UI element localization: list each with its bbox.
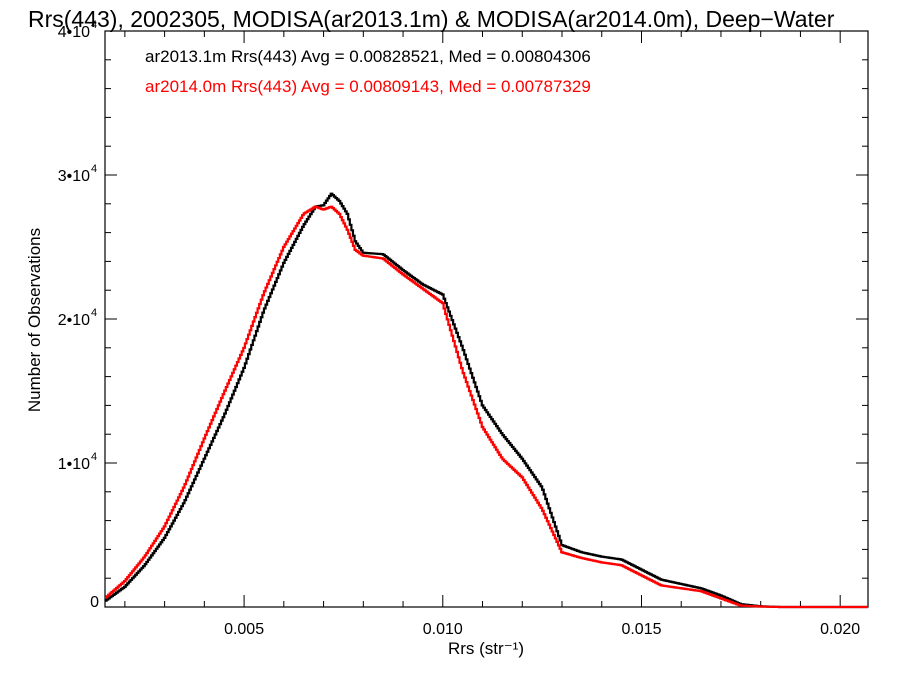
x-tick-label: 0.020 — [820, 621, 860, 638]
y-tick-label-exponent: 4 — [91, 307, 97, 319]
y-tick-label: 2•10 — [58, 312, 90, 329]
x-tick-labels: 0.005 0.010 0.015 0.020 — [224, 621, 860, 638]
y-tick-label: 1•10 — [58, 456, 90, 473]
x-axis-label: Rrs (str⁻¹) — [448, 639, 524, 658]
x-tick-label: 0.005 — [224, 621, 264, 638]
legend-annotation-ar2013: ar2013.1m Rrs(443) Avg = 0.00828521, Med… — [145, 47, 591, 66]
series-line-ar2014-0m — [105, 205, 868, 609]
y-axis-label: Number of Observations — [25, 228, 44, 412]
x-tick-label: 0.010 — [423, 621, 463, 638]
axis-ticks — [105, 30, 868, 608]
y-tick-labels: 01•10 42•10 43•10 44•10 4 — [58, 19, 99, 611]
y-tick-label-exponent: 4 — [91, 451, 97, 463]
y-tick-label: 4•10 — [58, 24, 90, 41]
x-tick-label: 0.015 — [621, 621, 661, 638]
y-tick-label: 3•10 — [58, 168, 90, 185]
y-tick-label: 0 — [90, 594, 99, 611]
y-tick-label-exponent: 4 — [91, 19, 97, 31]
series-line-ar2013-1m — [105, 192, 868, 609]
plot-frame — [104, 30, 869, 608]
legend-annotation-ar2014: ar2014.0m Rrs(443) Avg = 0.00809143, Med… — [145, 77, 591, 96]
y-tick-label-exponent: 4 — [91, 163, 97, 175]
chart-title: Rrs(443), 2002305, MODISA(ar2013.1m) & M… — [28, 6, 835, 32]
series-layer — [105, 192, 868, 609]
